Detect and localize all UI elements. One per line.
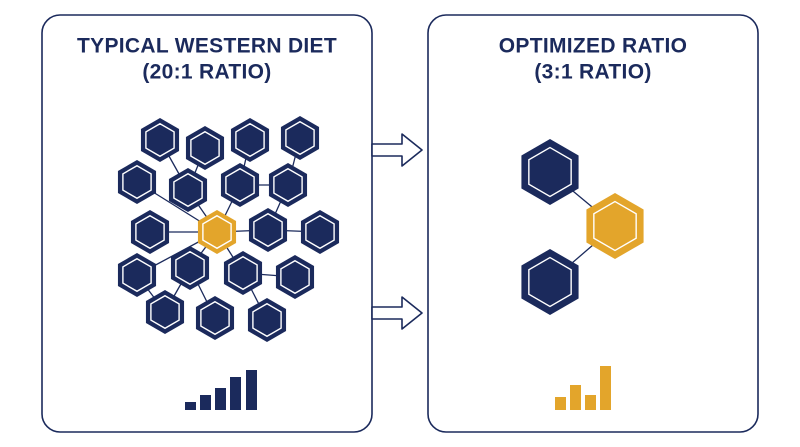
bar-icon xyxy=(185,370,257,410)
panel-title: OPTIMIZED RATIO xyxy=(499,35,687,58)
hexagon-network xyxy=(521,139,643,315)
panel-title: TYPICAL WESTERN DIET xyxy=(77,35,337,58)
panel-subtitle: (20:1 RATIO) xyxy=(142,61,271,84)
bar-icon xyxy=(555,366,611,410)
panel-subtitle: (3:1 RATIO) xyxy=(534,61,651,84)
arrows xyxy=(371,133,423,330)
